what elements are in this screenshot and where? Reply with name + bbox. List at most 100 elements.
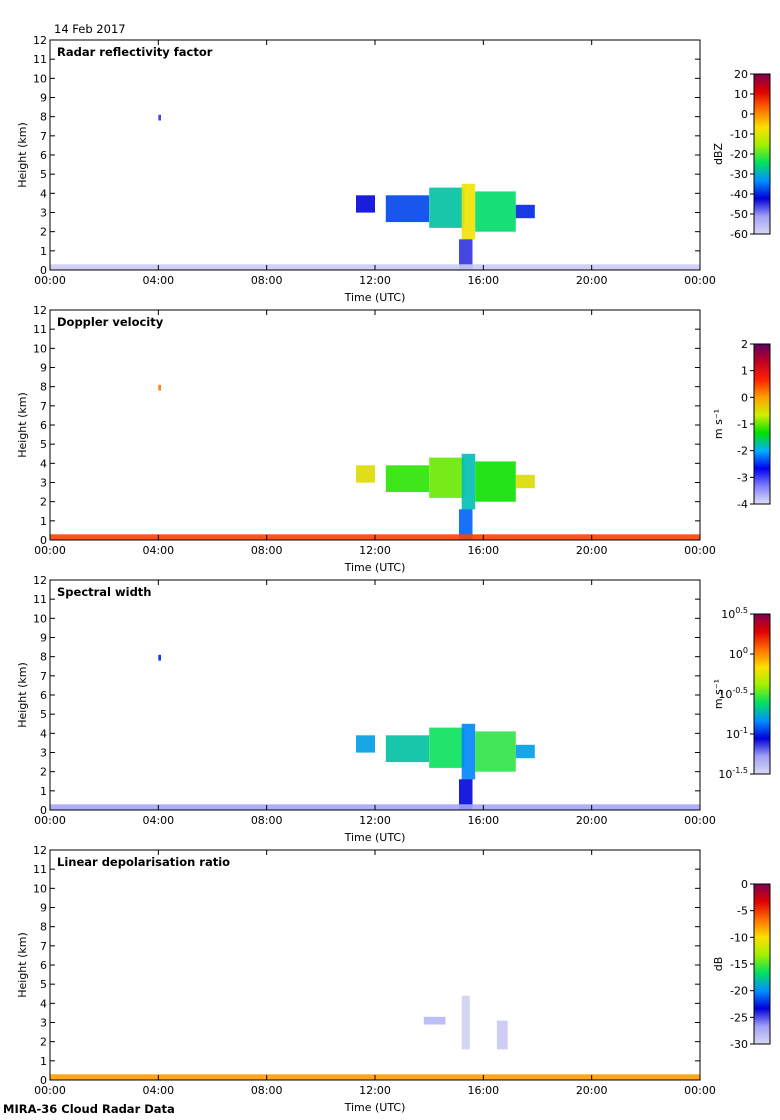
y-tick-label: 7 — [40, 940, 47, 953]
y-tick-label: 0 — [40, 534, 47, 547]
y-tick-label: 2 — [40, 766, 47, 779]
data-cell-8 — [459, 509, 473, 540]
colorbar-unit-label: m s⁻¹ — [712, 679, 725, 709]
colorbar-tick-label: 100 — [729, 646, 748, 661]
x-tick-label: 00:00 — [34, 274, 66, 287]
x-tick-label: 00:00 — [34, 544, 66, 557]
panel-title: Radar reflectivity factor — [57, 45, 213, 59]
x-tick-label: 20:00 — [576, 274, 608, 287]
colorbar-tick-label: -15 — [730, 958, 748, 971]
colorbar-tick-label: 0 — [741, 391, 748, 404]
y-tick-label: 11 — [33, 53, 47, 66]
data-cell-1 — [158, 384, 161, 391]
y-tick-label: 9 — [40, 92, 47, 105]
data-cell-2 — [461, 995, 470, 1050]
colorbar-unit-label: m s⁻¹ — [712, 409, 725, 439]
y-tick-label: 5 — [40, 438, 47, 451]
data-cell-2 — [356, 195, 375, 213]
y-axis-label: Height (km) — [16, 662, 29, 728]
x-tick-label: 04:00 — [142, 1084, 174, 1097]
y-tick-label: 12 — [33, 34, 47, 47]
panel-title: Doppler velocity — [57, 315, 164, 329]
y-tick-label: 9 — [40, 362, 47, 375]
data-cell-3 — [496, 1020, 508, 1050]
panel-title: Linear depolarisation ratio — [57, 855, 230, 869]
x-tick-label: 12:00 — [359, 1084, 391, 1097]
y-tick-label: 3 — [40, 207, 47, 220]
data-cell-5 — [461, 723, 476, 780]
y-tick-label: 12 — [33, 844, 47, 857]
x-axis-label: Time (UTC) — [344, 831, 406, 844]
colorbar-tick-label: -2 — [737, 445, 748, 458]
x-tick-label: 20:00 — [576, 1084, 608, 1097]
colorbar-tick-label: 0 — [741, 108, 748, 121]
y-tick-label: 6 — [40, 419, 47, 432]
x-tick-label: 16:00 — [467, 274, 499, 287]
y-tick-label: 1 — [40, 515, 47, 528]
colorbar-unit-label: dBZ — [712, 143, 725, 166]
y-tick-label: 0 — [40, 264, 47, 277]
panel-data — [50, 384, 700, 541]
y-tick-label: 7 — [40, 400, 47, 413]
y-tick-label: 4 — [40, 727, 47, 740]
colorbar-tick-label: 10-1.5 — [718, 766, 748, 781]
data-cell-7 — [515, 204, 535, 219]
colorbar-tick-label: 1 — [741, 365, 748, 378]
x-tick-label: 00:00 — [684, 274, 716, 287]
colorbar-tick-label: -5 — [737, 905, 748, 918]
colorbar-tick-label: -4 — [737, 498, 748, 511]
y-tick-label: 12 — [33, 304, 47, 317]
colorbar-tick-label: -30 — [730, 1038, 748, 1051]
y-tick-label: 2 — [40, 1036, 47, 1049]
x-tick-label: 04:00 — [142, 544, 174, 557]
colorbar-tick-label: -40 — [730, 188, 748, 201]
x-tick-label: 00:00 — [34, 814, 66, 827]
x-tick-label: 04:00 — [142, 814, 174, 827]
y-tick-label: 2 — [40, 496, 47, 509]
data-cell-8 — [459, 239, 473, 270]
x-tick-label: 00:00 — [34, 1084, 66, 1097]
y-tick-label: 8 — [40, 381, 47, 394]
y-tick-label: 5 — [40, 978, 47, 991]
y-tick-label: 3 — [40, 747, 47, 760]
colorbar-tick-label: -25 — [730, 1011, 748, 1024]
data-cell-1 — [158, 654, 161, 661]
data-cell-4 — [429, 457, 465, 498]
colorbar-tick-label: 0 — [741, 878, 748, 891]
plot-frame — [49, 849, 701, 1081]
y-tick-label: 10 — [33, 342, 47, 355]
x-tick-label: 08:00 — [251, 544, 283, 557]
colorbar-tick-label: -10 — [730, 931, 748, 944]
y-tick-label: 9 — [40, 902, 47, 915]
colorbar-tick-label: -30 — [730, 168, 748, 181]
data-cell-6 — [475, 461, 516, 502]
plot-frame — [49, 579, 701, 811]
x-tick-label: 00:00 — [684, 814, 716, 827]
plot-frame — [49, 39, 701, 271]
x-tick-label: 20:00 — [576, 814, 608, 827]
x-axis-label: Time (UTC) — [344, 291, 406, 304]
y-tick-label: 11 — [33, 863, 47, 876]
data-cell-3 — [385, 195, 430, 223]
colorbar-tick-label: -3 — [737, 471, 748, 484]
x-tick-label: 20:00 — [576, 544, 608, 557]
colorbar — [753, 343, 771, 505]
y-tick-label: 5 — [40, 168, 47, 181]
x-tick-label: 08:00 — [251, 1084, 283, 1097]
y-tick-label: 10 — [33, 882, 47, 895]
data-cell-4 — [429, 727, 465, 768]
data-cell-3 — [385, 735, 430, 763]
y-tick-label: 9 — [40, 632, 47, 645]
data-cell-6 — [475, 191, 516, 232]
data-cell-8 — [459, 779, 473, 810]
colorbar-tick-label: 10 — [734, 88, 748, 101]
x-tick-label: 16:00 — [467, 544, 499, 557]
x-tick-label: 00:00 — [684, 544, 716, 557]
data-cell-2 — [356, 735, 375, 753]
y-axis-label: Height (km) — [16, 122, 29, 188]
data-cell-1 — [158, 114, 161, 121]
x-tick-label: 16:00 — [467, 814, 499, 827]
y-tick-label: 8 — [40, 111, 47, 124]
